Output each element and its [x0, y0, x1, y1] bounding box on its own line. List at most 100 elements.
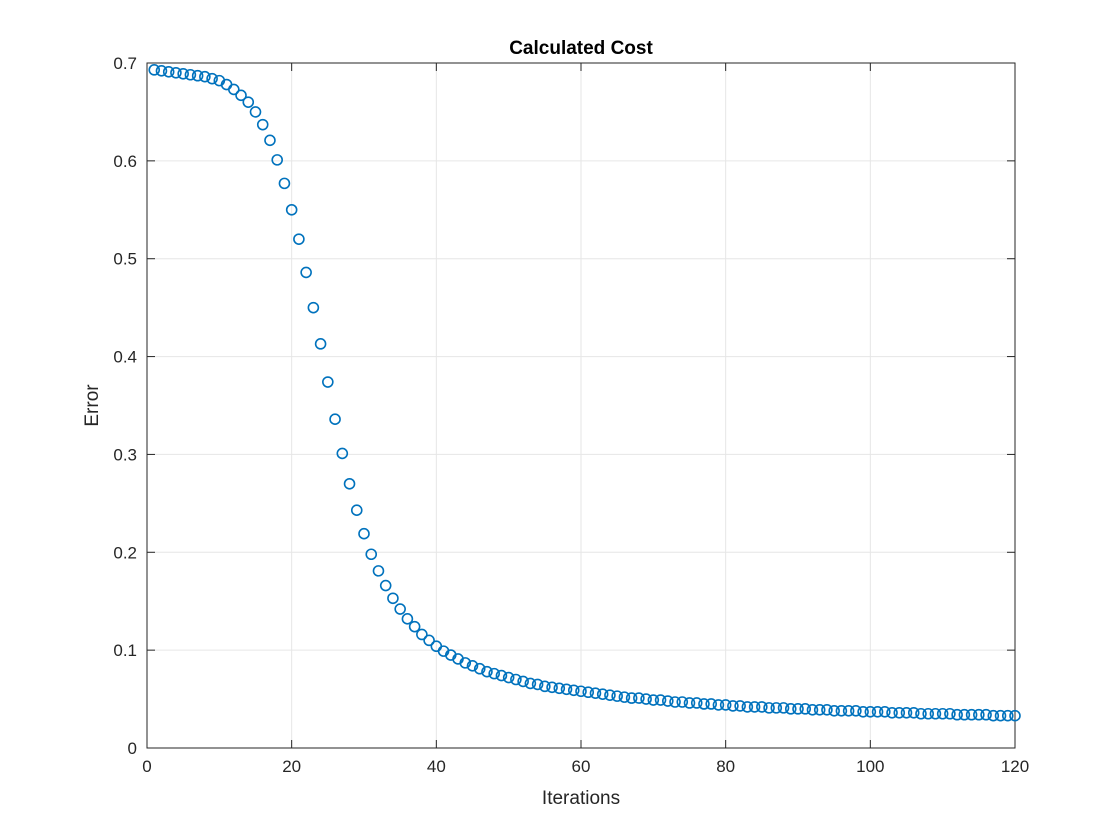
- data-point: [683, 697, 696, 709]
- data-point: [965, 708, 978, 721]
- data-point: [907, 706, 920, 719]
- axes: [146, 62, 1016, 749]
- data-point: [155, 65, 168, 77]
- data-point: [633, 692, 645, 704]
- data-point: [878, 705, 891, 718]
- data-point: [235, 89, 247, 102]
- data-point: [705, 698, 718, 710]
- data-point: [661, 695, 674, 707]
- data-point: [466, 659, 479, 672]
- data-point: [264, 134, 276, 147]
- data-point: [408, 620, 421, 633]
- data-point: [170, 66, 182, 79]
- data-point: [647, 694, 660, 706]
- data-point: [958, 708, 971, 721]
- y-tick-label: 0.7: [113, 54, 137, 73]
- y-tick-label: 0: [128, 739, 137, 758]
- data-point: [1001, 709, 1014, 722]
- data-point: [763, 702, 775, 714]
- data-point: [669, 696, 681, 708]
- data-point: [199, 70, 211, 83]
- data-point: [727, 700, 739, 712]
- x-tick-label: 40: [427, 757, 446, 776]
- data-point: [973, 708, 985, 721]
- data-point: [553, 682, 566, 695]
- data-point: [510, 673, 522, 686]
- x-tick-label: 60: [572, 757, 591, 776]
- data-point: [459, 657, 472, 669]
- data-point: [560, 683, 573, 696]
- y-tick-label: 0.6: [113, 152, 137, 171]
- data-point: [741, 701, 754, 713]
- data-point: [770, 702, 783, 714]
- data-point: [589, 687, 602, 700]
- data-point: [618, 691, 631, 703]
- data-point: [748, 701, 761, 713]
- data-point: [314, 338, 327, 350]
- data-point: [401, 613, 414, 625]
- y-tick-label: 0.5: [113, 250, 137, 269]
- data-markers: [148, 64, 1021, 722]
- data-point: [271, 154, 284, 166]
- data-point: [980, 708, 992, 721]
- data-point: [1009, 709, 1021, 722]
- x-tick-label: 100: [856, 757, 884, 776]
- data-point: [640, 693, 652, 705]
- data-point: [336, 447, 349, 460]
- data-point: [278, 177, 291, 190]
- data-point: [379, 579, 392, 592]
- data-point: [922, 707, 935, 720]
- data-point: [358, 527, 370, 540]
- tick-labels: 0 20 40 60 80 100 120 0 0.1 0.2 0.3 0.4 0.5 0.6 0.7: [113, 54, 1029, 776]
- data-point: [871, 705, 884, 718]
- data-point: [387, 592, 399, 605]
- data-point: [416, 628, 428, 641]
- data-point: [148, 64, 161, 76]
- data-point: [842, 705, 855, 717]
- data-point: [611, 690, 623, 702]
- data-point: [228, 83, 240, 96]
- data-point: [828, 705, 840, 717]
- data-point: [850, 705, 862, 717]
- data-point: [951, 708, 963, 721]
- data-point: [307, 301, 320, 314]
- data-point: [575, 685, 587, 698]
- y-tick-label: 0.1: [113, 641, 137, 660]
- data-point: [502, 671, 515, 684]
- data-point: [184, 68, 197, 81]
- data-point: [329, 413, 341, 426]
- chart-title: Calculated Cost: [509, 38, 653, 59]
- data-point: [799, 703, 812, 715]
- data-point: [821, 704, 833, 716]
- data-point: [929, 707, 942, 720]
- data-point: [249, 106, 262, 118]
- data-point: [835, 705, 848, 717]
- data-point: [806, 704, 819, 716]
- data-point: [162, 66, 175, 78]
- data-point: [676, 696, 689, 708]
- data-point: [293, 233, 305, 245]
- data-point: [473, 662, 486, 675]
- data-point: [886, 706, 898, 719]
- x-axis-title: Iterations: [542, 788, 620, 809]
- data-point: [495, 669, 508, 682]
- data-point: [567, 684, 580, 697]
- data-point: [322, 376, 334, 388]
- data-point: [596, 688, 609, 700]
- x-tick-label: 80: [716, 757, 735, 776]
- data-point: [987, 709, 1000, 722]
- data-point: [712, 699, 725, 711]
- data-point: [517, 675, 529, 688]
- x-tick-label: 20: [282, 757, 301, 776]
- data-point: [546, 681, 558, 694]
- data-point: [756, 701, 768, 713]
- data-point: [936, 707, 949, 720]
- data-point: [423, 634, 435, 647]
- x-tick-label: 120: [1001, 757, 1029, 776]
- data-point: [857, 705, 869, 718]
- data-point: [864, 705, 877, 718]
- data-point: [488, 667, 501, 680]
- y-tick-label: 0.3: [113, 445, 137, 464]
